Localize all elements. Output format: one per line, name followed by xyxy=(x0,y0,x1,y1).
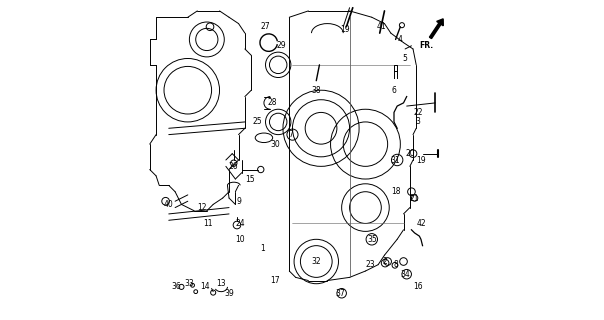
Text: 3: 3 xyxy=(416,117,420,126)
Text: 38: 38 xyxy=(312,86,321,95)
Text: 31: 31 xyxy=(391,156,400,164)
Text: 23: 23 xyxy=(365,260,375,269)
Text: 16: 16 xyxy=(413,282,423,292)
Text: 27: 27 xyxy=(261,22,271,31)
Text: 28: 28 xyxy=(267,99,277,108)
Text: 17: 17 xyxy=(270,276,280,285)
Text: 29: 29 xyxy=(277,41,286,50)
Text: 30: 30 xyxy=(270,140,280,148)
Text: 21: 21 xyxy=(410,194,419,203)
Text: 11: 11 xyxy=(204,219,213,228)
Text: FR.: FR. xyxy=(419,41,434,50)
Text: 20: 20 xyxy=(405,149,415,158)
Text: 40: 40 xyxy=(164,200,173,209)
Text: 7: 7 xyxy=(289,130,294,139)
Text: 19: 19 xyxy=(340,25,350,35)
Text: 2: 2 xyxy=(382,257,387,266)
Text: 19: 19 xyxy=(416,156,426,164)
Text: 1: 1 xyxy=(260,244,265,253)
Text: 42: 42 xyxy=(416,219,426,228)
Text: 8: 8 xyxy=(393,260,398,269)
Text: 24: 24 xyxy=(236,219,245,228)
Text: 18: 18 xyxy=(391,187,400,196)
FancyArrow shape xyxy=(429,19,443,39)
Text: 33: 33 xyxy=(184,279,194,288)
Text: 12: 12 xyxy=(198,203,207,212)
Text: 15: 15 xyxy=(245,174,254,184)
Text: 6: 6 xyxy=(391,86,396,95)
Text: 37: 37 xyxy=(335,289,345,298)
Text: 36: 36 xyxy=(172,282,182,292)
Text: 4: 4 xyxy=(398,35,403,44)
Text: 34: 34 xyxy=(400,270,410,279)
Text: 25: 25 xyxy=(253,117,262,126)
Text: 10: 10 xyxy=(236,235,245,244)
Text: 9: 9 xyxy=(236,197,241,206)
Text: 41: 41 xyxy=(376,22,386,31)
Text: 26: 26 xyxy=(229,162,239,171)
Text: 14: 14 xyxy=(201,282,210,292)
Text: 35: 35 xyxy=(367,235,377,244)
Text: 13: 13 xyxy=(216,279,226,288)
Text: 39: 39 xyxy=(224,289,234,298)
Text: 32: 32 xyxy=(312,257,321,266)
Text: 22: 22 xyxy=(413,108,423,117)
Text: 5: 5 xyxy=(403,54,408,63)
